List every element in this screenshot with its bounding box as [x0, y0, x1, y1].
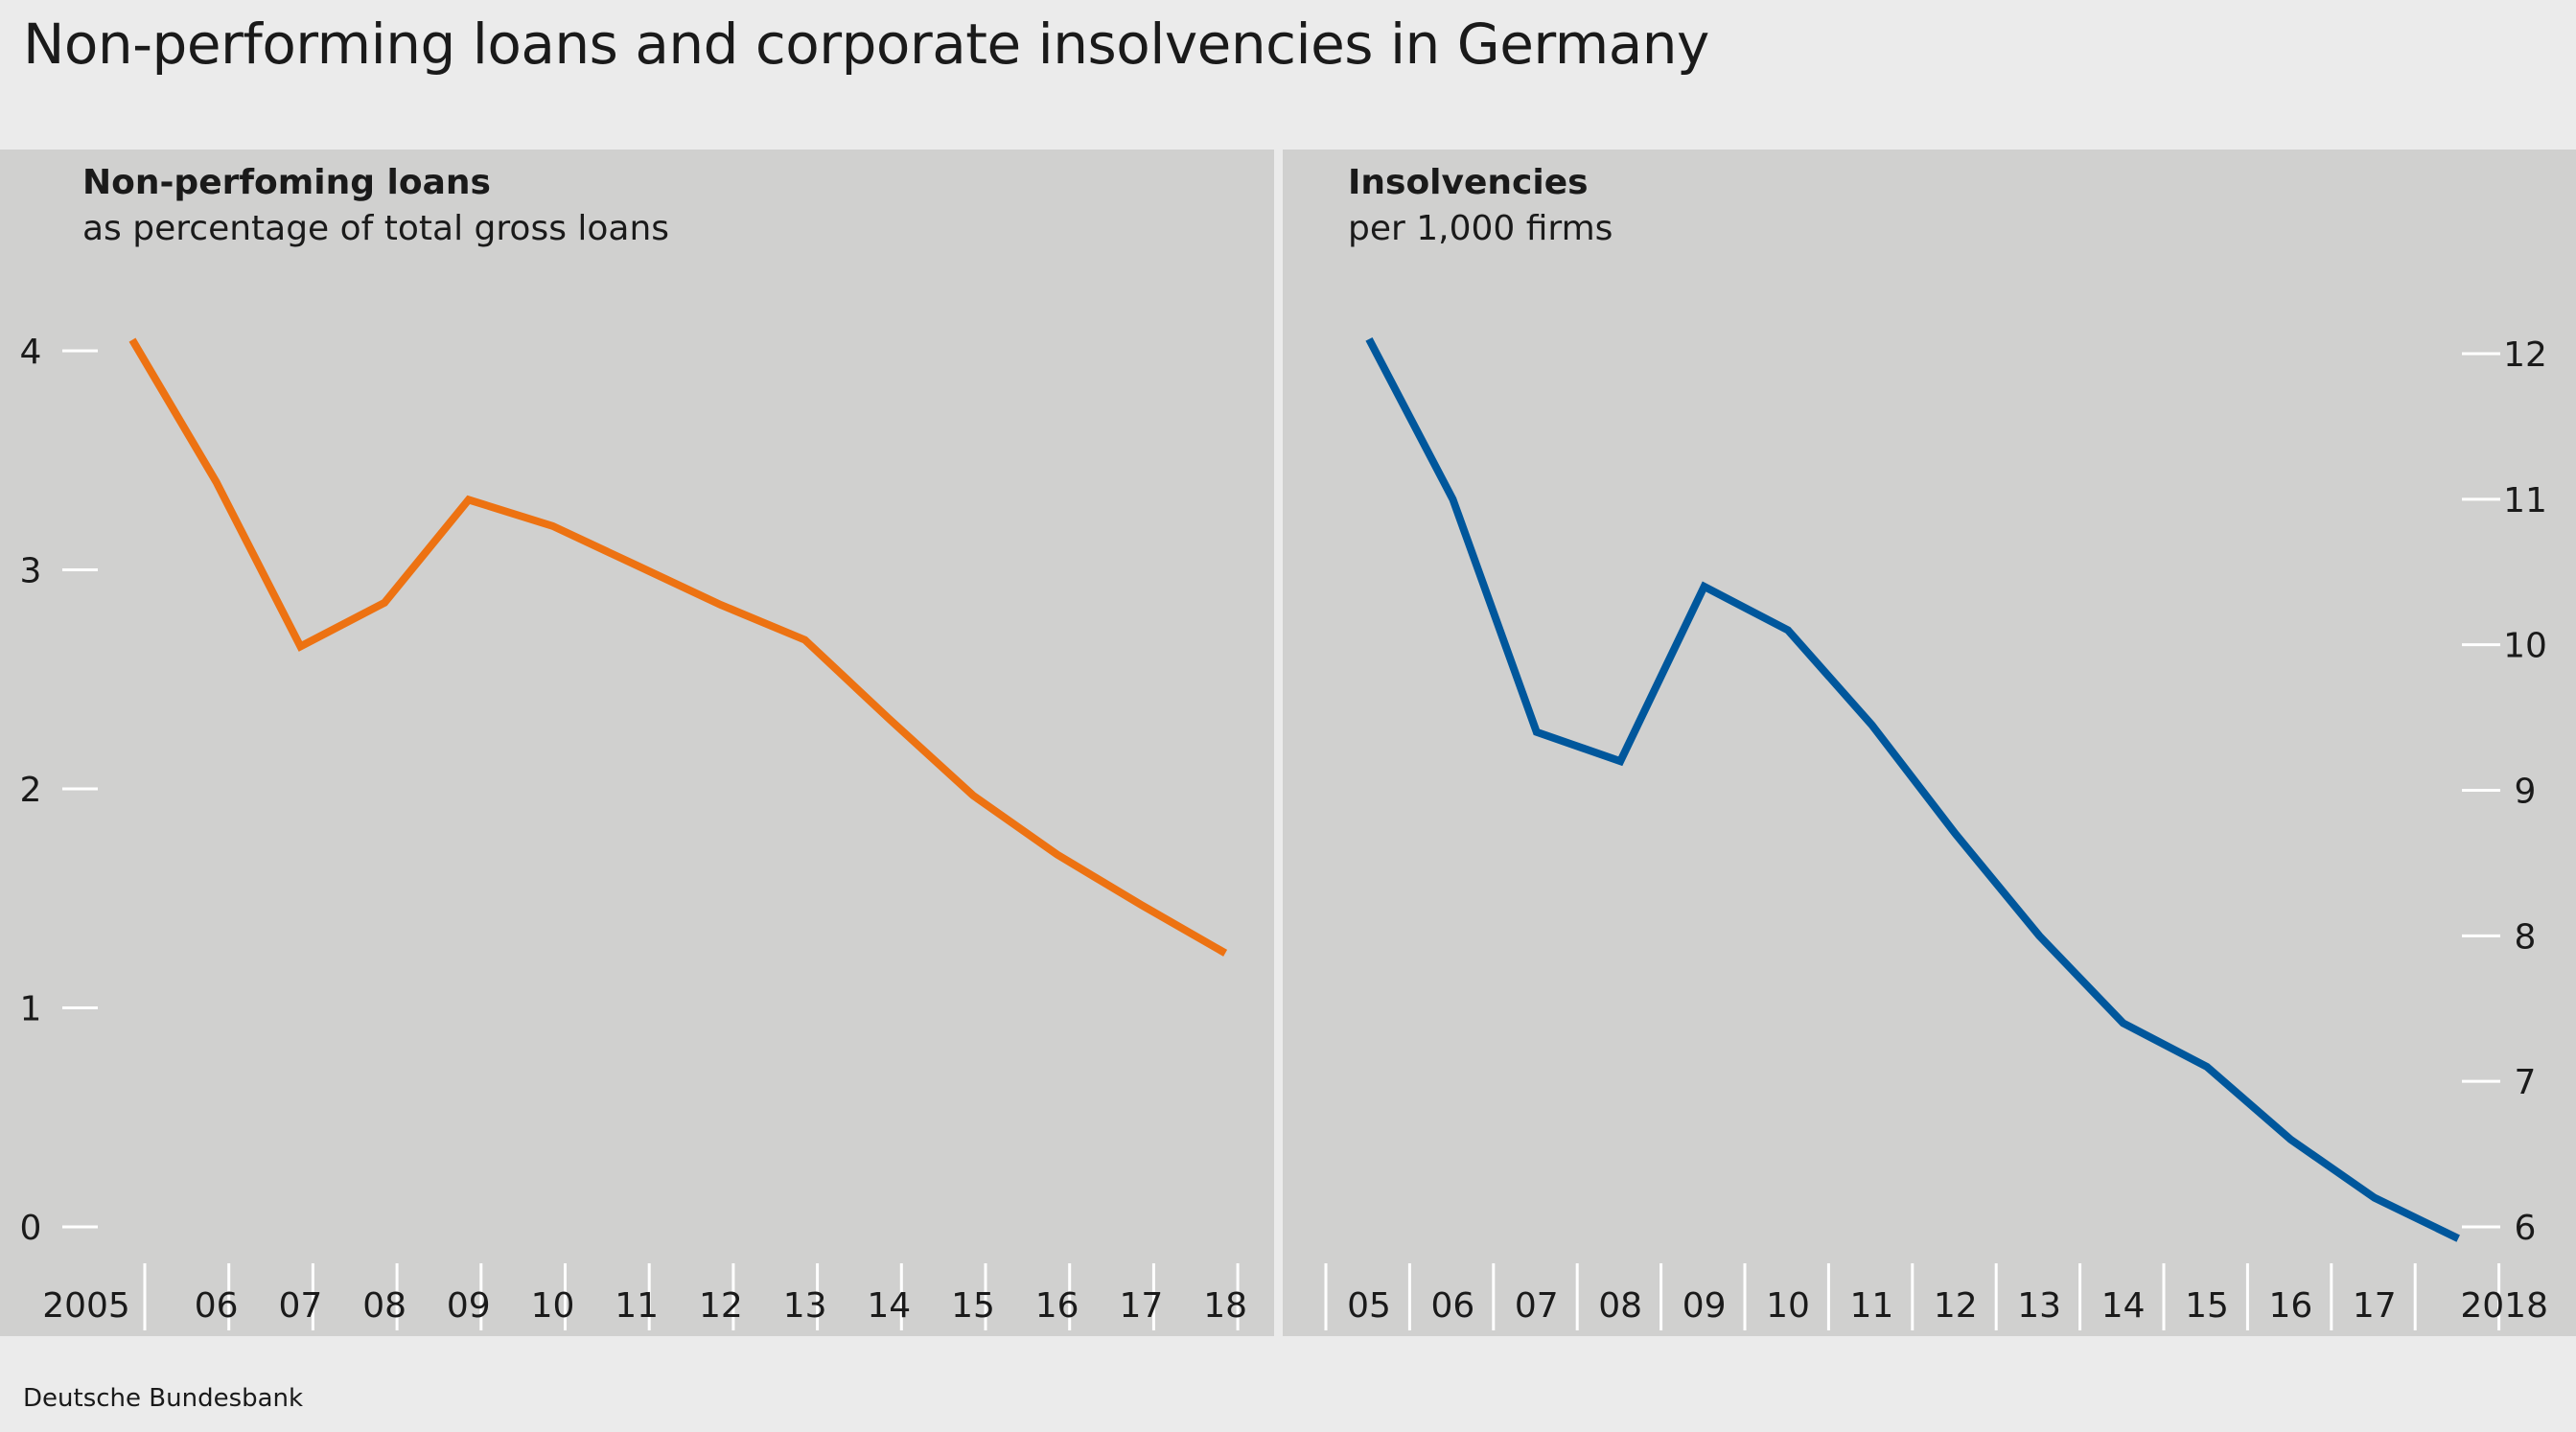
- x-tick-label: 05: [1347, 1286, 1391, 1326]
- x-tick-label: 10: [531, 1286, 575, 1326]
- x-tick-label: 06: [1430, 1286, 1474, 1326]
- x-tick-label: 07: [1515, 1286, 1559, 1326]
- npl-chart-subtitle: as percentage of total gross loans: [82, 209, 670, 248]
- y-tick-label: 12: [2503, 335, 2547, 375]
- x-tick-label: 18: [1203, 1286, 1247, 1326]
- y-tick-label: 11: [2503, 481, 2547, 520]
- insolvency-chart-panel: Insolvencies per 1,000 firms 6 7 8 9 10 11 12 0…: [1283, 150, 2576, 1336]
- x-tick-label: 06: [195, 1286, 239, 1326]
- x-tick-label: 09: [1683, 1286, 1727, 1326]
- x-tick-label: 12: [699, 1286, 743, 1326]
- x-tick-label: 2018: [2460, 1286, 2548, 1326]
- series-line: [1365, 336, 2460, 1242]
- series-line: [128, 337, 1228, 957]
- x-tick-label: 13: [783, 1286, 827, 1326]
- x-tick-label: 11: [615, 1286, 659, 1326]
- x-tick-label: 08: [1598, 1286, 1642, 1326]
- y-tick-label: 2: [20, 771, 42, 810]
- insolvency-chart-subtitle: per 1,000 firms: [1348, 209, 1613, 248]
- npl-chart-title: Non-perfoming loans: [82, 163, 491, 202]
- x-tick-label: 17: [1119, 1286, 1163, 1326]
- x-tick-label: 16: [2268, 1286, 2312, 1326]
- y-tick-label: 8: [2515, 917, 2537, 957]
- x-tick-label: 09: [447, 1286, 491, 1326]
- x-tick-label: 2005: [42, 1286, 130, 1326]
- x-tick-label: 08: [362, 1286, 406, 1326]
- y-tick-label: 9: [2515, 773, 2537, 812]
- page-title: Non-performing loans and corporate insol…: [23, 12, 1709, 77]
- x-tick-label: 14: [2101, 1286, 2146, 1326]
- x-tick-label: 15: [2185, 1286, 2229, 1326]
- x-tick-label: 12: [1934, 1286, 1978, 1326]
- source-note: Deutsche Bundesbank: [23, 1384, 304, 1413]
- x-tick-label: 15: [951, 1286, 995, 1326]
- y-tick-label: 6: [2515, 1209, 2537, 1248]
- y-tick-label: 7: [2515, 1063, 2537, 1102]
- npl-chart-panel: Non-perfoming loans as percentage of tot…: [0, 150, 1274, 1336]
- y-tick-label: 10: [2503, 627, 2547, 666]
- y-tick-label: 1: [20, 990, 42, 1029]
- x-tick-label: 16: [1035, 1286, 1079, 1326]
- x-tick-label: 07: [278, 1286, 322, 1326]
- x-tick-label: 17: [2353, 1286, 2397, 1326]
- x-tick-label: 11: [1849, 1286, 1893, 1326]
- insolvency-line-chart: 6 7 8 9 10 11 12 05 06 07 08 09 10 11 12 13 14 15 16 17 2018: [1324, 335, 2548, 1330]
- x-tick-label: 14: [867, 1286, 911, 1326]
- x-tick-label: 10: [1766, 1286, 1810, 1326]
- y-tick-label: 4: [20, 333, 42, 372]
- y-tick-label: 0: [20, 1209, 42, 1248]
- insolvency-chart-title: Insolvencies: [1348, 163, 1589, 202]
- y-tick-label: 3: [20, 552, 42, 591]
- x-tick-label: 13: [2017, 1286, 2061, 1326]
